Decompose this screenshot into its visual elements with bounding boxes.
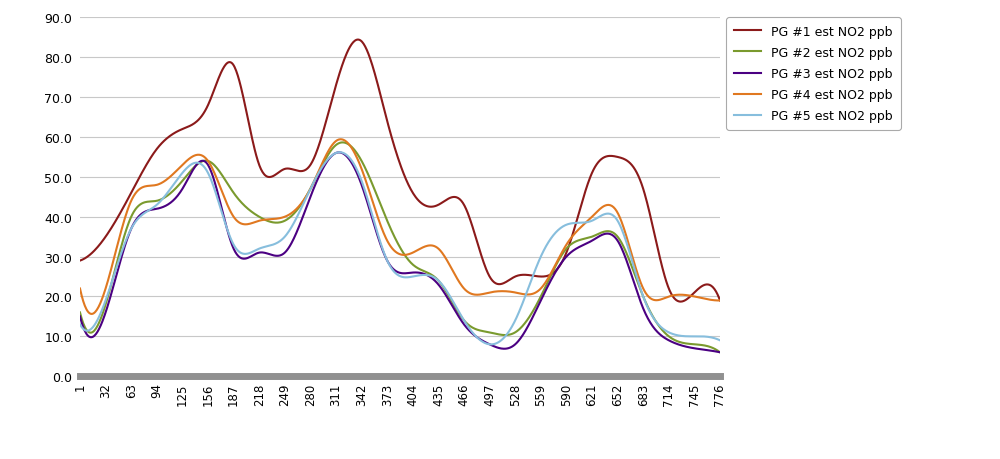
PG #1 est NO2 ppb <box>675 299 687 305</box>
PG #3 est NO2 ppb <box>74 314 86 319</box>
PG #1 est NO2 ppb <box>483 272 495 278</box>
PG #2 est NO2 ppb <box>337 140 349 146</box>
PG #5 est NO2 ppb <box>446 298 458 303</box>
PG #2 est NO2 ppb <box>74 310 86 315</box>
PG #2 est NO2 ppb <box>446 300 458 306</box>
PG #2 est NO2 ppb <box>113 252 125 257</box>
PG #5 est NO2 ppb <box>714 338 726 343</box>
PG #3 est NO2 ppb <box>463 328 475 334</box>
PG #1 est NO2 ppb <box>352 38 364 43</box>
PG #4 est NO2 ppb <box>86 312 98 317</box>
PG #5 est NO2 ppb <box>463 326 475 331</box>
Line: PG #5 est NO2 ppb: PG #5 est NO2 ppb <box>80 153 720 345</box>
PG #4 est NO2 ppb <box>334 137 346 143</box>
PG #1 est NO2 ppb <box>463 215 475 220</box>
PG #1 est NO2 ppb <box>626 163 638 168</box>
PG #2 est NO2 ppb <box>463 323 475 329</box>
PG #4 est NO2 ppb <box>483 290 495 296</box>
PG #2 est NO2 ppb <box>483 330 495 335</box>
Line: PG #4 est NO2 ppb: PG #4 est NO2 ppb <box>80 140 720 314</box>
PG #1 est NO2 ppb <box>74 258 86 264</box>
Line: PG #3 est NO2 ppb: PG #3 est NO2 ppb <box>80 153 720 353</box>
PG #5 est NO2 ppb <box>561 222 573 228</box>
PG #3 est NO2 ppb <box>333 150 345 156</box>
PG #5 est NO2 ppb <box>627 261 639 266</box>
PG #1 est NO2 ppb <box>113 213 125 218</box>
PG #1 est NO2 ppb <box>446 195 458 201</box>
PG #4 est NO2 ppb <box>627 255 639 261</box>
PG #4 est NO2 ppb <box>561 241 573 247</box>
PG #2 est NO2 ppb <box>626 264 638 270</box>
PG #2 est NO2 ppb <box>714 350 726 355</box>
Legend: PG #1 est NO2 ppb, PG #2 est NO2 ppb, PG #3 est NO2 ppb, PG #4 est NO2 ppb, PG #: PG #1 est NO2 ppb, PG #2 est NO2 ppb, PG… <box>726 18 901 131</box>
PG #3 est NO2 ppb <box>113 263 125 268</box>
PG #4 est NO2 ppb <box>714 298 726 303</box>
Line: PG #2 est NO2 ppb: PG #2 est NO2 ppb <box>80 143 720 353</box>
PG #4 est NO2 ppb <box>114 233 126 238</box>
PG #3 est NO2 ppb <box>560 254 572 260</box>
PG #5 est NO2 ppb <box>483 341 495 347</box>
PG #3 est NO2 ppb <box>626 274 638 280</box>
PG #4 est NO2 ppb <box>74 286 86 291</box>
PG #4 est NO2 ppb <box>464 291 476 297</box>
PG #4 est NO2 ppb <box>447 269 459 275</box>
PG #3 est NO2 ppb <box>714 350 726 355</box>
PG #1 est NO2 ppb <box>714 298 726 303</box>
PG #5 est NO2 ppb <box>334 150 346 156</box>
PG #2 est NO2 ppb <box>560 246 572 252</box>
PG #1 est NO2 ppb <box>560 251 572 256</box>
PG #5 est NO2 ppb <box>485 342 497 347</box>
PG #3 est NO2 ppb <box>483 341 495 347</box>
Line: PG #1 est NO2 ppb: PG #1 est NO2 ppb <box>80 40 720 302</box>
PG #3 est NO2 ppb <box>446 304 458 309</box>
PG #5 est NO2 ppb <box>74 322 86 327</box>
PG #5 est NO2 ppb <box>113 257 125 262</box>
